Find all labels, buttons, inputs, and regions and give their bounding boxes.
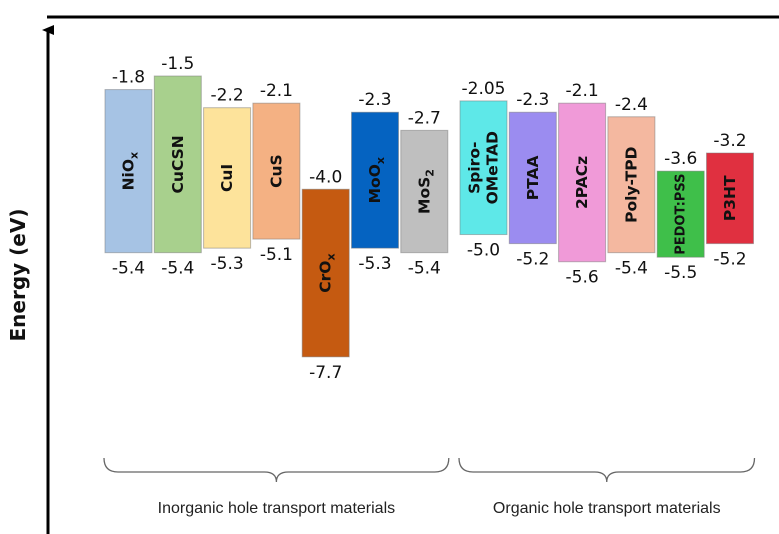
value-labels: -1.8 -5.4 -1.5 -5.4 -2.2 -5.3 -2.1 -5.1 -4.0 -7.7… <box>112 54 747 383</box>
top-value-spiro-ometad: -2.05 <box>462 79 506 99</box>
bar-niox <box>104 89 153 254</box>
group-bracket-0 <box>103 457 450 483</box>
material-label-cus: CuS <box>267 154 285 188</box>
top-value-crox: -4.0 <box>309 167 342 187</box>
bar-cui <box>203 107 252 249</box>
material-label-cucsn: CuCSN <box>169 135 187 193</box>
top-value-mos2: -2.7 <box>408 108 441 128</box>
bottom-value-cui: -5.3 <box>211 254 244 274</box>
top-value-pedot-pss: -3.6 <box>664 149 697 169</box>
top-value-niox: -1.8 <box>112 68 145 88</box>
bottom-value-2pacz: -5.6 <box>566 268 599 288</box>
bar-crox <box>301 188 350 358</box>
material-label-pedot-pss: PEDOT:PSS <box>673 174 688 255</box>
top-value-p3ht: -3.2 <box>713 131 746 151</box>
top-value-cucsn: -1.5 <box>161 54 194 74</box>
bottom-value-spiro-ometad: -5.0 <box>467 241 500 261</box>
group-bracket-1 <box>458 457 756 483</box>
material-label-ptaa: PTAA <box>524 156 542 201</box>
group-label-0: Inorganic hole transport materials <box>158 500 395 517</box>
bar-moox <box>351 111 399 249</box>
top-value-poly-tpd: -2.4 <box>615 95 648 115</box>
bar-spiro-ometad <box>459 100 508 236</box>
bottom-value-mos2: -5.4 <box>408 259 441 279</box>
bottom-value-moox: -5.3 <box>358 254 391 274</box>
bar-pedot-pss <box>656 170 705 258</box>
material-label-spiro-ometad: Spiro-OMeTAD <box>466 131 502 204</box>
material-label-crox: CrOx <box>317 253 338 292</box>
material-label-niox: NiOx <box>120 152 141 191</box>
group-label-1: Organic hole transport materials <box>493 500 721 517</box>
bottom-value-cus: -5.1 <box>260 245 293 265</box>
group-brackets: Inorganic hole transport materials Organi… <box>103 457 756 517</box>
material-label-2pacz: 2PACz <box>573 156 591 209</box>
bar-mos2 <box>400 129 449 254</box>
axes <box>42 15 779 534</box>
material-label-poly-tpd: Poly-TPD <box>622 146 640 223</box>
bar-cus <box>252 102 301 240</box>
top-value-cus: -2.1 <box>260 81 293 101</box>
bars: NiOx CuCSN CuI CuS CrOx MoOx MoS2 Spiro-OMeTAD P… <box>104 75 754 358</box>
material-label-moox: MoOx <box>366 157 387 203</box>
top-value-moox: -2.3 <box>358 90 391 110</box>
bottom-value-niox: -5.4 <box>112 259 145 279</box>
top-value-ptaa: -2.3 <box>516 90 549 110</box>
material-label-cui: CuI <box>218 164 236 192</box>
bottom-value-crox: -7.7 <box>309 363 342 383</box>
bottom-value-p3ht: -5.2 <box>713 250 746 270</box>
bottom-value-cucsn: -5.4 <box>161 259 194 279</box>
top-value-cui: -2.2 <box>211 86 244 106</box>
y-axis-label: Energy (eV) <box>6 209 30 342</box>
bar-cucsn <box>153 75 202 254</box>
bottom-value-poly-tpd: -5.4 <box>615 259 648 279</box>
bar-2pacz <box>558 102 607 263</box>
material-label-p3ht: P3HT <box>721 175 739 221</box>
bar-poly-tpd <box>607 116 656 254</box>
bottom-value-pedot-pss: -5.5 <box>664 263 697 283</box>
bottom-value-ptaa: -5.2 <box>516 250 549 270</box>
bar-ptaa <box>508 111 557 245</box>
top-value-2pacz: -2.1 <box>566 81 599 101</box>
bar-p3ht <box>706 152 754 245</box>
material-label-mos2: MoS2 <box>415 169 436 214</box>
